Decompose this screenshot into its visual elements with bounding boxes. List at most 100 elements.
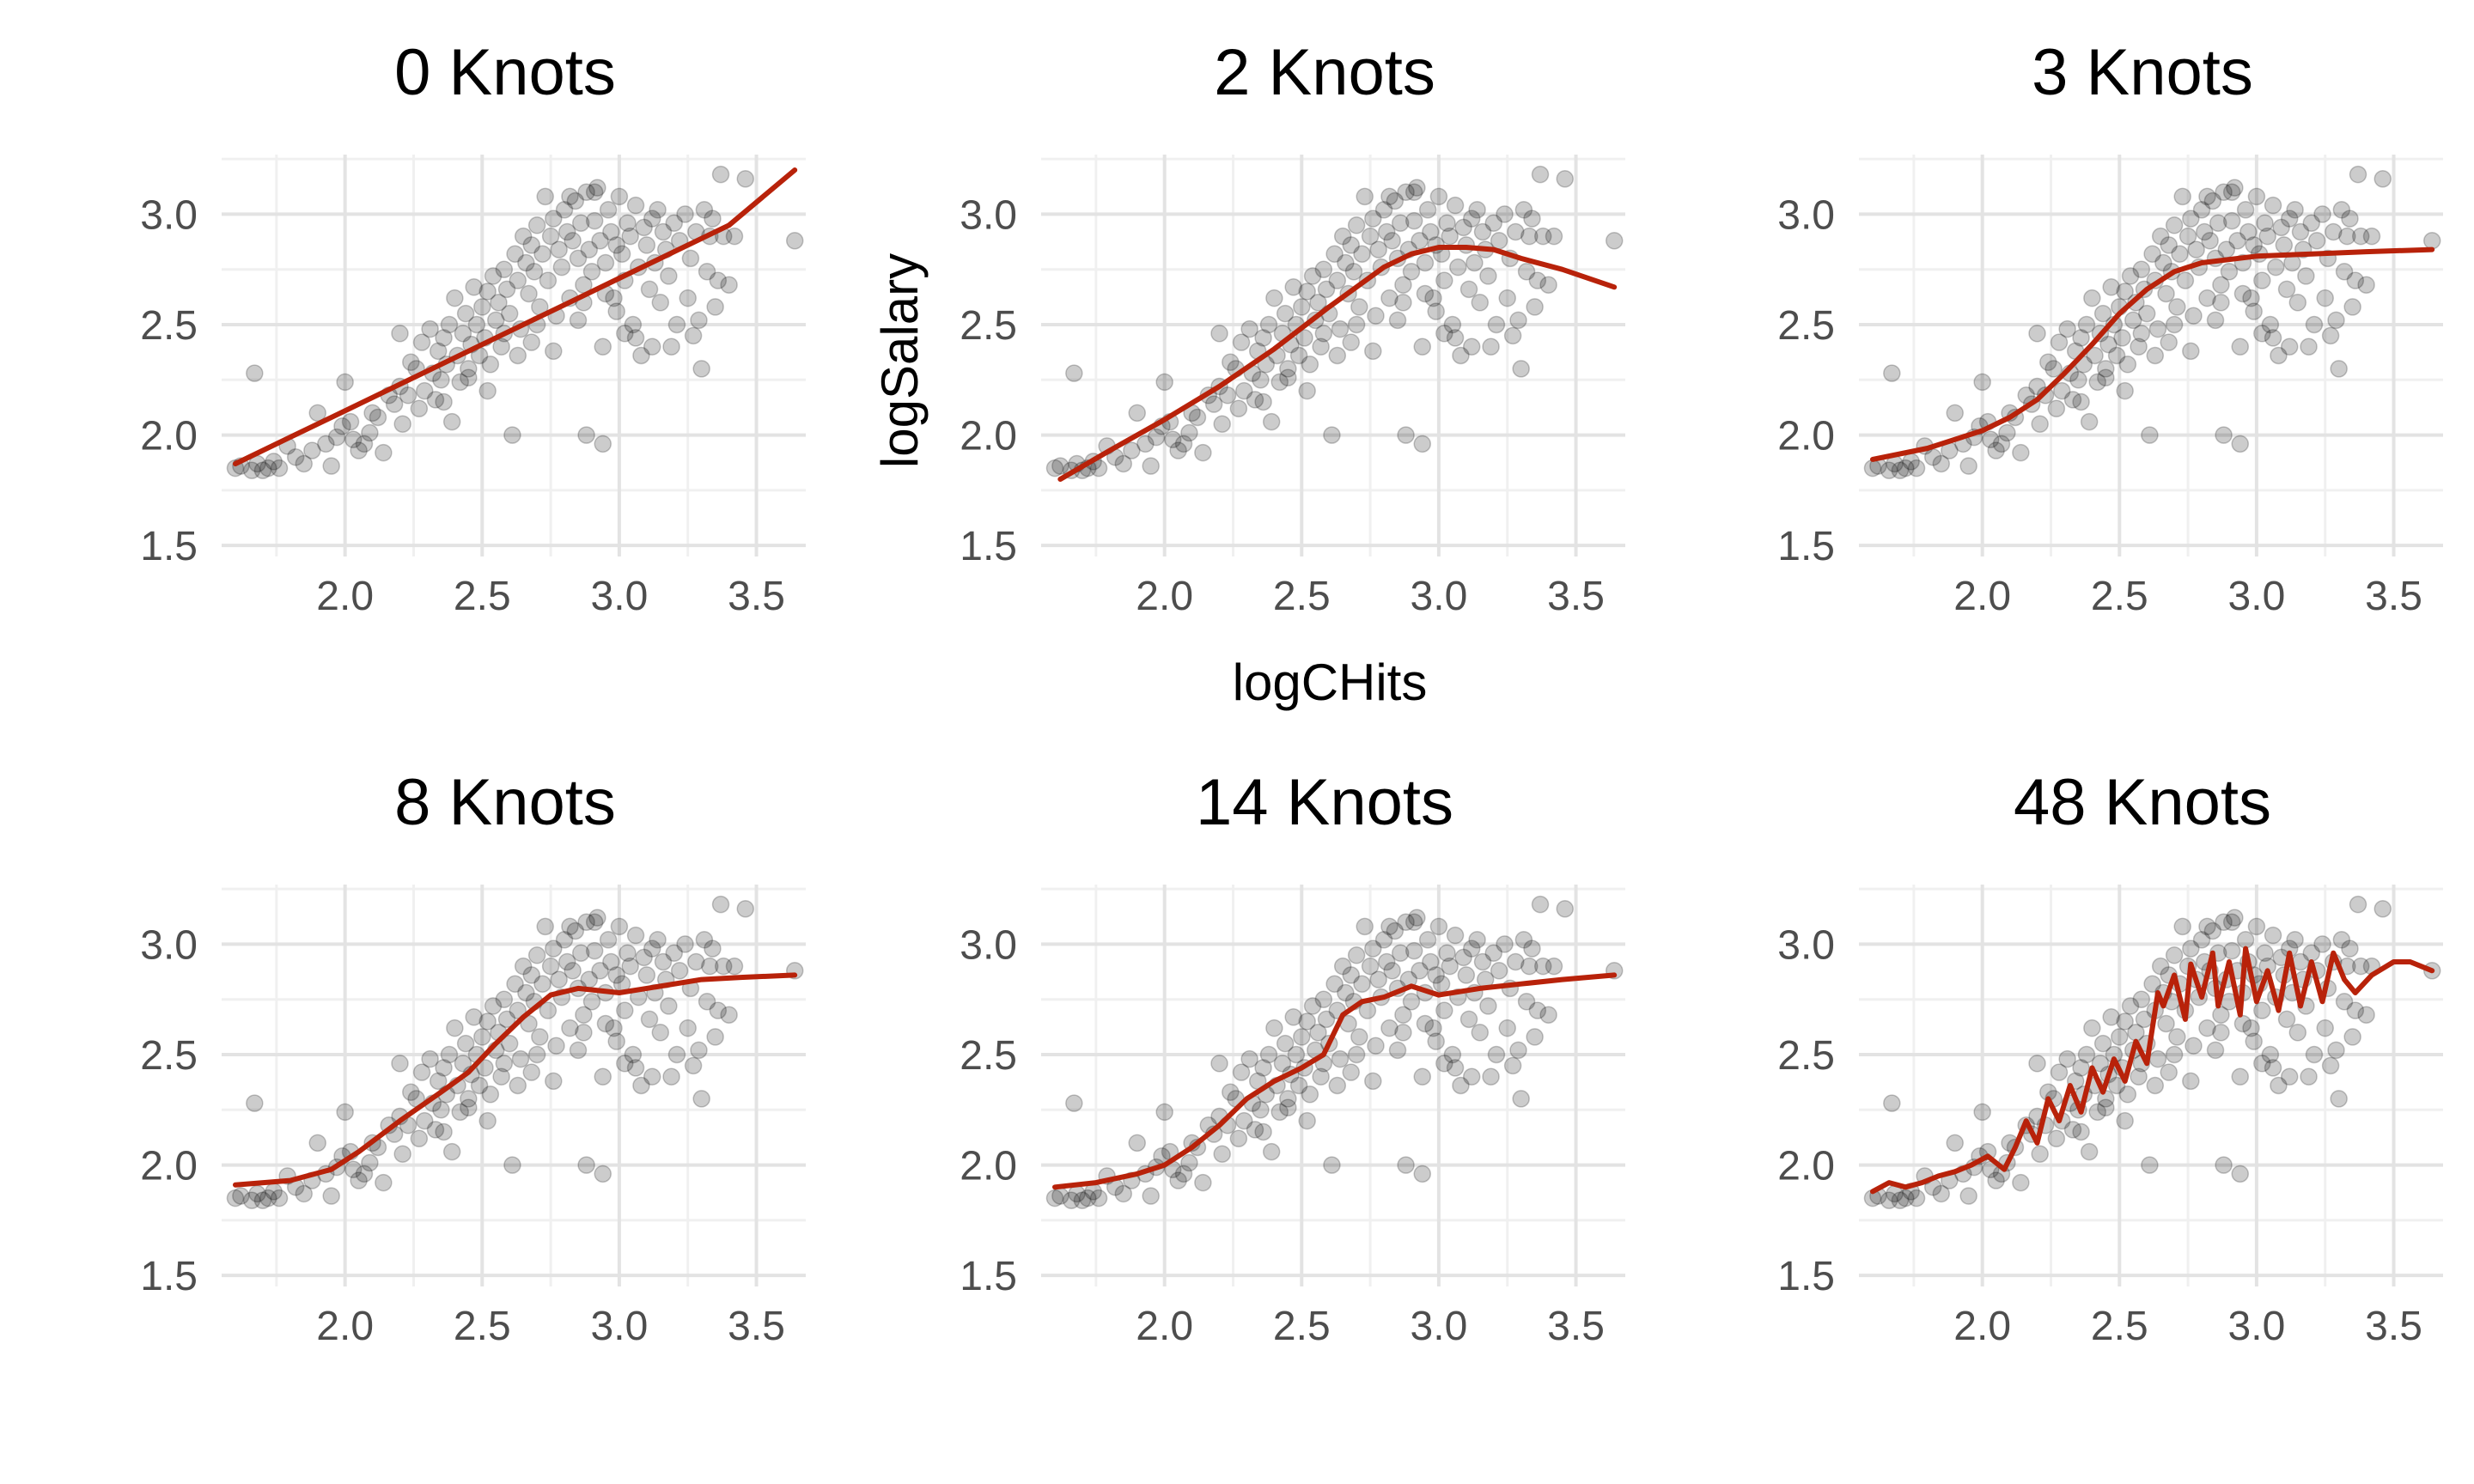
y-tick-label: 1.5 bbox=[960, 1254, 1017, 1299]
data-point bbox=[1503, 1056, 1522, 1075]
data-point bbox=[492, 338, 510, 356]
data-point bbox=[621, 957, 639, 976]
data-point bbox=[2118, 356, 2137, 374]
data-point bbox=[1234, 381, 1253, 400]
data-point bbox=[2058, 319, 2076, 338]
data-point bbox=[547, 1037, 565, 1055]
data-point bbox=[317, 435, 335, 453]
y-tick-label: 2.0 bbox=[1777, 414, 1835, 459]
data-point bbox=[1946, 404, 1964, 423]
data-point bbox=[1462, 940, 1481, 958]
data-point bbox=[531, 1028, 549, 1046]
data-point bbox=[393, 415, 411, 433]
data-point bbox=[2143, 245, 2161, 263]
data-point bbox=[1380, 187, 1398, 206]
y-tick-label: 3.0 bbox=[960, 192, 1017, 238]
data-point bbox=[399, 386, 417, 404]
data-point bbox=[599, 931, 618, 949]
data-point bbox=[545, 210, 563, 228]
data-point bbox=[442, 1142, 461, 1161]
data-point bbox=[2261, 315, 2280, 334]
data-point bbox=[1323, 426, 1341, 444]
data-point bbox=[492, 1067, 510, 1086]
data-point bbox=[701, 957, 719, 976]
data-point bbox=[232, 1187, 250, 1205]
data-point bbox=[632, 1076, 650, 1095]
data-point bbox=[1065, 364, 1083, 382]
data-point bbox=[676, 205, 694, 223]
data-point bbox=[2148, 319, 2167, 338]
data-point bbox=[517, 253, 535, 272]
data-point bbox=[709, 1001, 728, 1019]
data-point bbox=[1394, 1006, 1412, 1024]
data-point bbox=[1289, 346, 1308, 365]
data-point bbox=[1427, 966, 1445, 984]
data-point bbox=[2080, 412, 2099, 431]
data-point bbox=[2063, 1121, 2082, 1139]
data-point bbox=[1462, 1067, 1481, 1086]
data-point bbox=[456, 1034, 475, 1053]
data-point bbox=[2215, 1156, 2233, 1174]
data-point bbox=[1418, 931, 1437, 949]
data-point bbox=[1364, 210, 1382, 228]
data-point bbox=[1520, 957, 1539, 976]
data-point bbox=[545, 940, 563, 958]
data-point bbox=[2335, 993, 2354, 1011]
data-point bbox=[2206, 1041, 2225, 1060]
data-point bbox=[1314, 325, 1333, 343]
data-point bbox=[736, 170, 755, 188]
data-point bbox=[2212, 1006, 2230, 1024]
data-point bbox=[246, 1094, 264, 1112]
data-point bbox=[473, 298, 491, 316]
data-point bbox=[2256, 214, 2274, 232]
data-point bbox=[2182, 940, 2200, 958]
y-tick-label: 3.0 bbox=[1777, 922, 1835, 968]
x-tick-label: 2.0 bbox=[316, 574, 374, 619]
data-point bbox=[564, 232, 582, 250]
y-tick-label: 2.5 bbox=[140, 303, 198, 349]
data-point bbox=[429, 342, 448, 361]
data-point bbox=[1514, 201, 1533, 219]
data-point bbox=[1301, 356, 1319, 374]
data-point bbox=[503, 1156, 521, 1174]
data-point bbox=[2264, 329, 2282, 347]
data-point bbox=[2050, 333, 2069, 351]
data-point bbox=[1383, 232, 1401, 250]
data-point bbox=[1424, 289, 1442, 307]
data-point bbox=[259, 459, 277, 477]
data-point bbox=[709, 271, 728, 289]
fit-line bbox=[233, 972, 798, 1188]
data-point bbox=[2044, 360, 2063, 378]
panel-title: 8 Knots bbox=[394, 766, 616, 839]
data-point bbox=[1416, 253, 1435, 272]
data-point bbox=[1163, 430, 1182, 448]
data-point bbox=[1350, 1028, 1368, 1046]
data-point bbox=[695, 201, 714, 219]
data-point bbox=[1429, 187, 1448, 206]
data-point bbox=[344, 430, 363, 448]
data-point bbox=[1342, 966, 1361, 984]
data-point bbox=[322, 457, 340, 475]
y-tick-label: 2.0 bbox=[140, 1144, 198, 1189]
data-point bbox=[711, 165, 730, 184]
data-point bbox=[577, 913, 595, 931]
data-point bbox=[1222, 353, 1240, 371]
data-point bbox=[2343, 1028, 2361, 1046]
data-point bbox=[385, 395, 404, 413]
data-point bbox=[451, 1103, 469, 1122]
data-point bbox=[295, 1184, 314, 1203]
data-point bbox=[1397, 1156, 1415, 1174]
data-point bbox=[2107, 1076, 2126, 1095]
data-point bbox=[2228, 232, 2246, 250]
data-point bbox=[602, 952, 620, 971]
data-point bbox=[569, 249, 588, 268]
data-point bbox=[2222, 941, 2241, 960]
data-point bbox=[509, 346, 527, 365]
data-point bbox=[1883, 1094, 1901, 1112]
data-point bbox=[2313, 205, 2331, 223]
data-point bbox=[1378, 222, 1396, 241]
data-point bbox=[2236, 931, 2255, 949]
data-point bbox=[2028, 1055, 2046, 1073]
data-point bbox=[460, 1090, 478, 1108]
data-point bbox=[575, 1006, 593, 1024]
